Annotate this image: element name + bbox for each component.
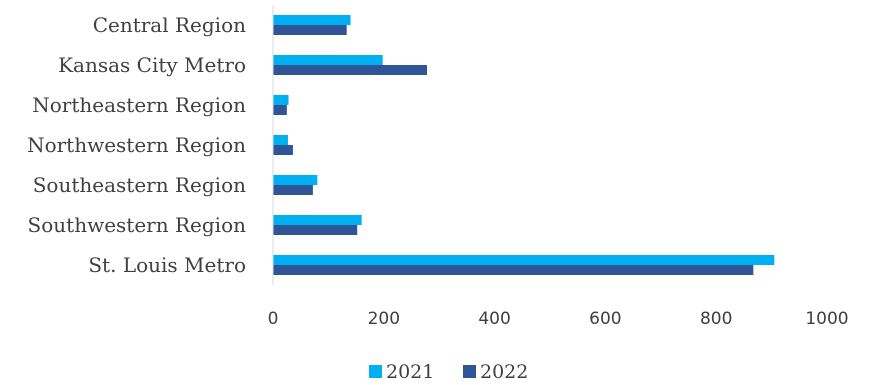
category-labels: Central Region Kansas City Metro Northeast…: [27, 13, 246, 277]
tick-label-200: 200: [368, 309, 400, 329]
tick-label-600: 600: [589, 309, 621, 329]
bar-2022-central-region: [273, 25, 347, 35]
bar-2022-southwestern-region: [273, 225, 358, 235]
category-label-southeastern-region: Southeastern Region: [33, 173, 246, 197]
bar-2021-kansas-city-metro: [273, 55, 383, 65]
bar-2021-northeastern-region: [273, 95, 289, 105]
legend-label-2021: 2021: [386, 361, 434, 383]
bars-group: [273, 15, 775, 275]
bar-2021-northwestern-region: [273, 135, 288, 145]
category-label-st-louis-metro: St. Louis Metro: [88, 253, 246, 277]
legend-label-2022: 2022: [480, 361, 528, 383]
category-label-southwestern-region: Southwestern Region: [28, 213, 247, 237]
legend-swatch-2022: [463, 365, 476, 378]
tick-label-1000: 1000: [805, 309, 848, 329]
tick-label-0: 0: [268, 309, 279, 329]
bar-2022-kansas-city-metro: [273, 65, 428, 75]
category-label-northwestern-region: Northwestern Region: [27, 133, 246, 157]
bar-2022-st-louis-metro: [273, 265, 754, 275]
category-label-kansas-city-metro: Kansas City Metro: [58, 53, 246, 77]
legend: 2021 2022: [369, 361, 528, 383]
category-label-central-region: Central Region: [93, 13, 246, 37]
tick-label-400: 400: [478, 309, 510, 329]
legend-swatch-2021: [369, 365, 382, 378]
bar-2022-southeastern-region: [273, 185, 313, 195]
bar-2021-st-louis-metro: [273, 255, 775, 265]
bar-2022-northwestern-region: [273, 145, 293, 155]
bar-2021-southeastern-region: [273, 175, 318, 185]
tick-label-800: 800: [700, 309, 732, 329]
bar-2022-northeastern-region: [273, 105, 287, 115]
bar-2021-southwestern-region: [273, 215, 362, 225]
category-label-northeastern-region: Northeastern Region: [32, 93, 246, 117]
value-tick-labels: 0 200 400 600 800 1000: [268, 309, 849, 329]
bar-2021-central-region: [273, 15, 351, 25]
